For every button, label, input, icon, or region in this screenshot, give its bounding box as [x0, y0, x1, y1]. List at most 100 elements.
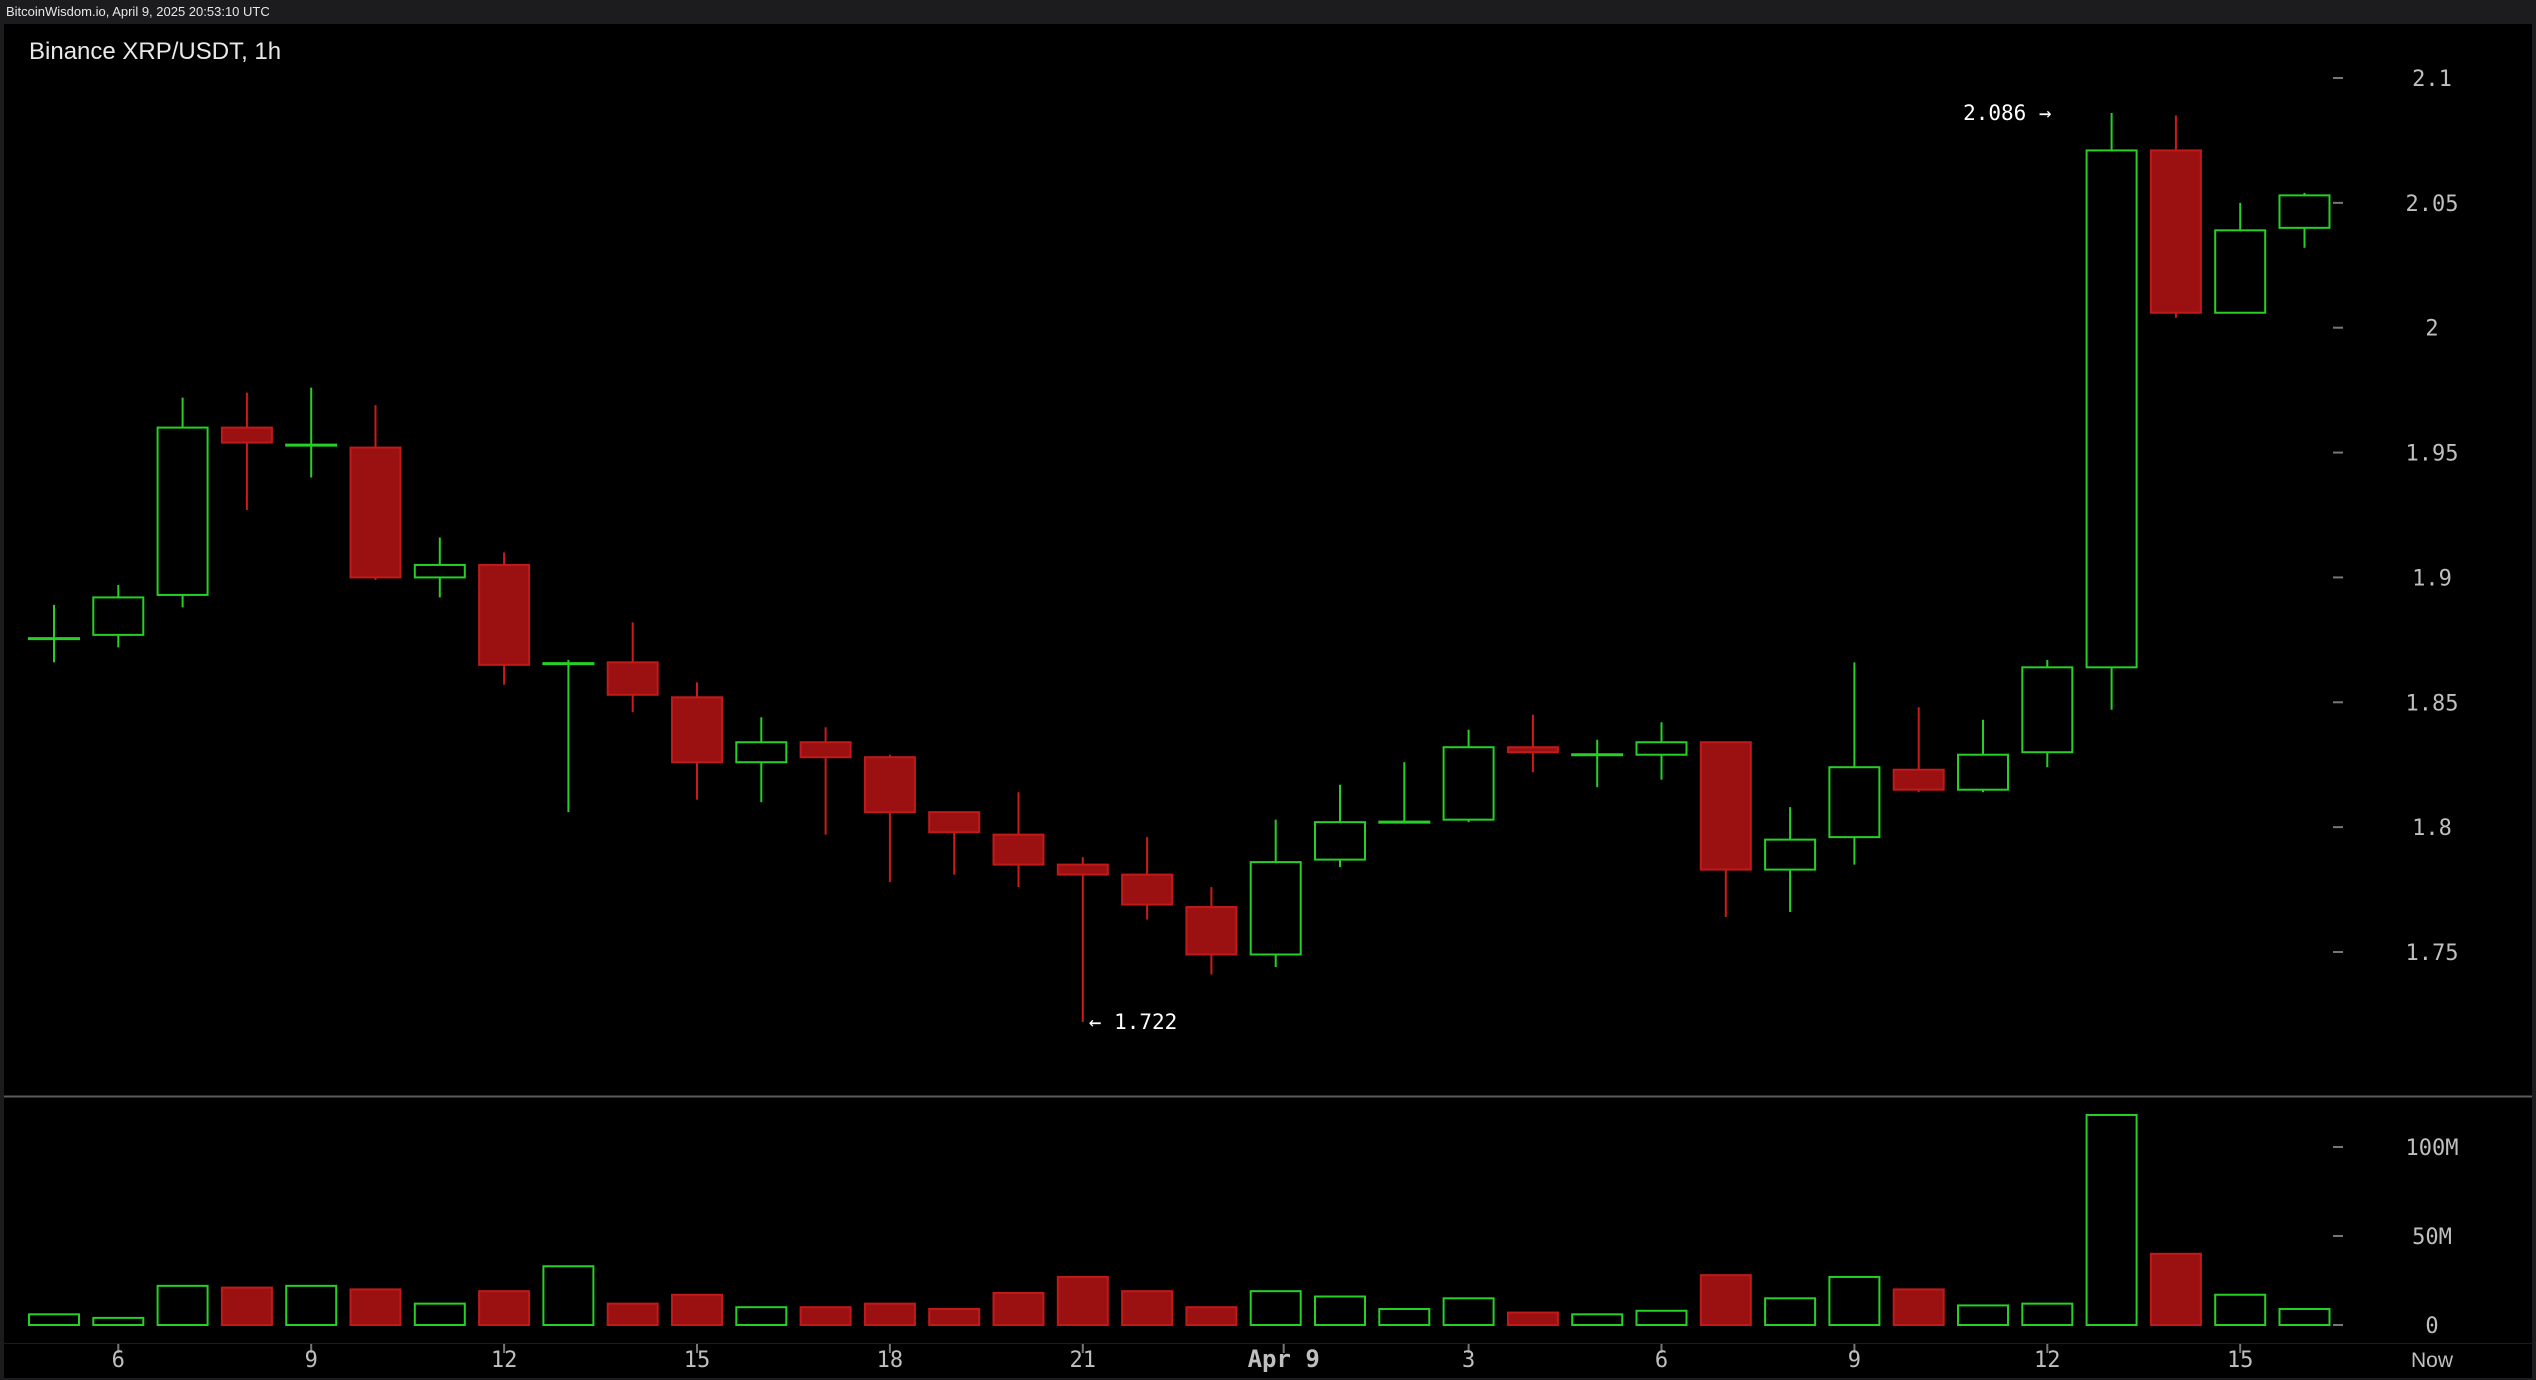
candle: [1314, 784, 1366, 868]
candle: [928, 811, 981, 875]
candle-body: [1828, 766, 1881, 839]
candle: [156, 397, 209, 608]
time-tick-label: Apr 9: [1248, 1345, 1320, 1373]
volume-bar: [863, 1302, 916, 1327]
x-axis-strip: [4, 1344, 2532, 1378]
volume-tick-label: 0: [2425, 1314, 2438, 1339]
chart-title: Binance XRP/USDT, 1h: [29, 38, 281, 65]
annotations: 2.086 → ← 1.722: [1089, 101, 2052, 1034]
candle-body: [1056, 863, 1109, 876]
candle: [349, 405, 402, 580]
volume-bar: [1056, 1275, 1109, 1326]
candle: [220, 392, 273, 511]
candle: [992, 792, 1045, 888]
candle-body: [735, 741, 788, 764]
candle: [735, 717, 788, 803]
candle-body: [1506, 746, 1559, 754]
volume-bar: [1635, 1309, 1688, 1327]
candle: [285, 387, 338, 478]
price-tick-label: 1.95: [2406, 442, 2459, 467]
candle-body: [349, 446, 402, 579]
price-tick-label: 2: [2425, 317, 2438, 342]
volume-bar: [220, 1286, 273, 1326]
candle-body: [1442, 746, 1495, 821]
candle: [1442, 729, 1495, 823]
volume-bar: [349, 1288, 402, 1327]
time-tick-label: 15: [684, 1348, 711, 1373]
price-tick-label: 2.05: [2406, 192, 2459, 217]
volume-bar: [671, 1293, 723, 1326]
volume-bar: [1121, 1290, 1174, 1327]
time-tick-label: 6: [112, 1348, 125, 1373]
candle: [542, 659, 595, 813]
volume-tick-label: 100M: [2406, 1136, 2459, 1161]
price-tick-label: 1.75: [2406, 941, 2459, 966]
candle-body: [1121, 873, 1174, 906]
candle-body: [2021, 666, 2074, 754]
now-label: Now: [2411, 1349, 2454, 1372]
candle: [1506, 714, 1559, 773]
candle-body: [92, 596, 145, 636]
candle: [413, 537, 466, 598]
volume-bar: [799, 1306, 852, 1326]
volume-bar: [92, 1316, 145, 1327]
candle: [2214, 202, 2267, 314]
volume-bar: [28, 1313, 80, 1326]
candle-body: [1635, 741, 1688, 756]
candle-body: [863, 756, 916, 814]
candle: [1249, 819, 1302, 967]
candle: [2085, 112, 2138, 710]
candle: [1378, 762, 1431, 824]
candle-body: [1892, 768, 1945, 791]
candle-body: [2085, 149, 2138, 669]
volume-bar: [992, 1291, 1045, 1326]
volume-bar: [1249, 1290, 1302, 1327]
candle-body: [2214, 229, 2267, 314]
volume-bar: [1699, 1274, 1752, 1327]
candle: [1957, 719, 2009, 793]
high-price-annotation: 2.086 →: [1963, 101, 2052, 125]
candle-body: [1764, 838, 1817, 871]
candle: [1185, 887, 1238, 975]
volume-bar: [413, 1302, 466, 1327]
volume-bar: [542, 1265, 595, 1327]
candle: [1056, 857, 1109, 1022]
volume-bar: [2214, 1293, 2267, 1326]
candle: [606, 622, 659, 713]
volume-bar: [735, 1306, 788, 1326]
candle-body: [1699, 741, 1752, 871]
volume-bar: [2085, 1113, 2138, 1326]
time-tick-label: 12: [491, 1348, 518, 1373]
volume-bars: [28, 1113, 2331, 1327]
volume-bar: [1892, 1288, 1945, 1327]
candle-body: [156, 426, 209, 596]
volume-bar: [285, 1284, 338, 1326]
volume-bar: [156, 1284, 209, 1326]
candle: [1121, 837, 1174, 920]
volume-bar: [1764, 1297, 1817, 1327]
candle: [92, 584, 145, 648]
candle: [1699, 741, 1752, 918]
volume-bar: [928, 1307, 981, 1326]
candle: [2278, 192, 2331, 248]
low-price-annotation: ← 1.722: [1089, 1010, 1178, 1034]
volume-tick-label: 50M: [2412, 1225, 2452, 1250]
volume-bar: [2278, 1307, 2331, 1326]
candle-body: [478, 563, 531, 666]
candle: [2149, 115, 2202, 318]
candle-body: [606, 661, 659, 696]
time-tick-label: 15: [2227, 1348, 2254, 1373]
candle: [28, 604, 80, 663]
price-tick-label: 1.8: [2412, 816, 2452, 841]
time-tick-label: 18: [877, 1348, 904, 1373]
volume-bar: [1378, 1307, 1431, 1326]
candle-body: [1249, 861, 1302, 956]
volume-bar: [1506, 1311, 1559, 1327]
time-tick-label: 9: [1848, 1348, 1861, 1373]
volume-bar: [1957, 1304, 2009, 1327]
time-tick-label: 9: [305, 1348, 318, 1373]
volume-axis: 100M 50M 0: [2333, 1136, 2458, 1339]
candle: [478, 552, 531, 685]
